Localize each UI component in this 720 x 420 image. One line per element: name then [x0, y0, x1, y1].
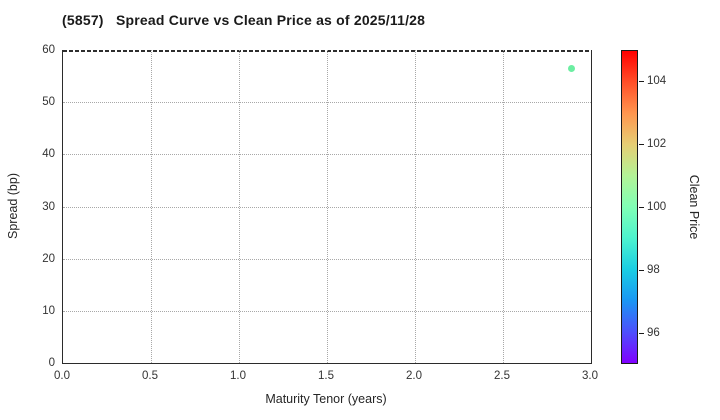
y-tick-label: 50: [42, 96, 55, 109]
x-tick-label: 3.0: [582, 370, 598, 382]
colorbar-tick-label: 104: [647, 75, 667, 88]
y-tick-label: 20: [42, 252, 55, 265]
plot-area: [62, 50, 592, 364]
y-tick-label: 60: [42, 44, 55, 56]
colorbar-tick: [639, 81, 644, 83]
chart-title: (5857) Spread Curve vs Clean Price as of…: [62, 12, 426, 28]
colorbar-tick-label: 96: [647, 326, 660, 339]
x-tick-label: 1.0: [230, 370, 246, 382]
colorbar-tick-label: 102: [647, 138, 667, 151]
y-tick-label: 0: [48, 357, 55, 369]
colorbar-tick-label: 100: [647, 201, 667, 213]
x-axis-label: Maturity Tenor (years): [265, 392, 387, 406]
horizontal-gridline: [63, 258, 591, 260]
x-tick-label: 2.5: [494, 370, 510, 382]
data-point: [568, 65, 576, 73]
colorbar-tick: [639, 144, 644, 146]
y-tick-label: 10: [42, 304, 55, 317]
colorbar-tick: [639, 207, 644, 208]
colorbar: [621, 50, 638, 364]
x-tick-label: 0.0: [54, 370, 70, 382]
colorbar-tick-label: 98: [647, 263, 660, 276]
horizontal-gridline: [63, 206, 591, 208]
horizontal-gridline: [63, 102, 591, 104]
colorbar-tick: [639, 269, 644, 271]
x-tick-label: 1.5: [318, 370, 334, 382]
y-tick-label: 30: [42, 200, 55, 213]
colorbar-tick: [639, 332, 644, 334]
x-tick-label: 2.0: [406, 370, 422, 382]
colorbar-label: Clean Price: [687, 174, 701, 240]
x-tick-label: 0.5: [142, 370, 158, 382]
horizontal-gridline: [63, 310, 591, 312]
y-tick-label: 40: [42, 148, 55, 161]
horizontal-gridline: [63, 154, 591, 156]
